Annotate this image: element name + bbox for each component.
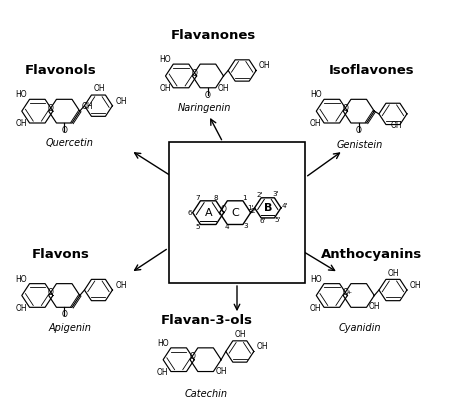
Text: O: O xyxy=(342,288,348,297)
Text: 4: 4 xyxy=(225,224,230,230)
Text: HO: HO xyxy=(159,55,171,64)
Text: 1: 1 xyxy=(243,195,247,201)
Text: OH: OH xyxy=(310,304,322,313)
Text: OH: OH xyxy=(82,102,93,111)
Text: 6: 6 xyxy=(187,210,191,216)
Text: Catechin: Catechin xyxy=(185,389,228,399)
Text: B: B xyxy=(264,203,272,213)
Text: Isoflavones: Isoflavones xyxy=(328,64,414,77)
Text: 6': 6' xyxy=(259,218,266,224)
Text: OH: OH xyxy=(256,342,268,352)
Text: OH: OH xyxy=(115,97,127,106)
Text: 5: 5 xyxy=(195,224,200,229)
Text: OH: OH xyxy=(16,119,27,128)
Text: A: A xyxy=(204,208,212,218)
Text: OH: OH xyxy=(388,269,400,278)
Text: 8: 8 xyxy=(214,195,219,201)
Text: 2: 2 xyxy=(251,208,255,214)
Text: HO: HO xyxy=(16,274,27,284)
Text: OH: OH xyxy=(259,61,271,70)
Text: OH: OH xyxy=(157,368,169,377)
Text: 3: 3 xyxy=(243,223,247,229)
Text: OH: OH xyxy=(390,121,402,130)
Text: Flavons: Flavons xyxy=(31,248,89,261)
Text: Naringenin: Naringenin xyxy=(177,103,231,113)
Text: O: O xyxy=(48,288,54,297)
Text: Anthocyanins: Anthocyanins xyxy=(321,248,422,261)
Text: 1': 1' xyxy=(247,205,254,211)
Text: Quercetin: Quercetin xyxy=(46,138,94,148)
Text: OH: OH xyxy=(410,281,421,290)
Text: OH: OH xyxy=(16,304,27,313)
Text: O: O xyxy=(189,352,195,361)
Text: +: + xyxy=(346,290,352,295)
Text: 7: 7 xyxy=(196,195,201,201)
Text: 5': 5' xyxy=(275,216,282,223)
Text: OH: OH xyxy=(215,367,227,376)
Text: HO: HO xyxy=(16,90,27,99)
Text: OH: OH xyxy=(310,119,322,128)
Text: OH: OH xyxy=(93,84,105,93)
Text: O: O xyxy=(191,68,198,78)
Text: 4': 4' xyxy=(282,203,288,209)
Text: HO: HO xyxy=(310,90,322,99)
Text: OH: OH xyxy=(368,302,380,311)
Text: 3': 3' xyxy=(272,191,279,197)
Text: Flavan-3-ols: Flavan-3-ols xyxy=(160,314,252,327)
Text: Genistein: Genistein xyxy=(337,141,383,151)
Text: HO: HO xyxy=(157,339,169,348)
Text: O: O xyxy=(342,104,348,113)
Text: HO: HO xyxy=(310,274,322,284)
Text: O: O xyxy=(220,205,226,214)
Text: O: O xyxy=(61,126,67,135)
Text: Cyanidin: Cyanidin xyxy=(338,323,381,333)
Text: O: O xyxy=(356,126,362,135)
Bar xyxy=(169,142,305,283)
Text: O: O xyxy=(61,310,67,319)
Text: C: C xyxy=(231,208,239,218)
Text: 2': 2' xyxy=(256,192,263,198)
Text: O: O xyxy=(205,91,211,100)
Text: OH: OH xyxy=(235,330,246,339)
Text: OH: OH xyxy=(115,281,127,290)
Text: Apigenin: Apigenin xyxy=(48,323,91,333)
Text: Flavanones: Flavanones xyxy=(171,29,256,42)
Text: Flavonols: Flavonols xyxy=(25,64,96,77)
Text: OH: OH xyxy=(218,84,229,93)
Text: O: O xyxy=(48,104,54,113)
Text: OH: OH xyxy=(159,84,171,93)
